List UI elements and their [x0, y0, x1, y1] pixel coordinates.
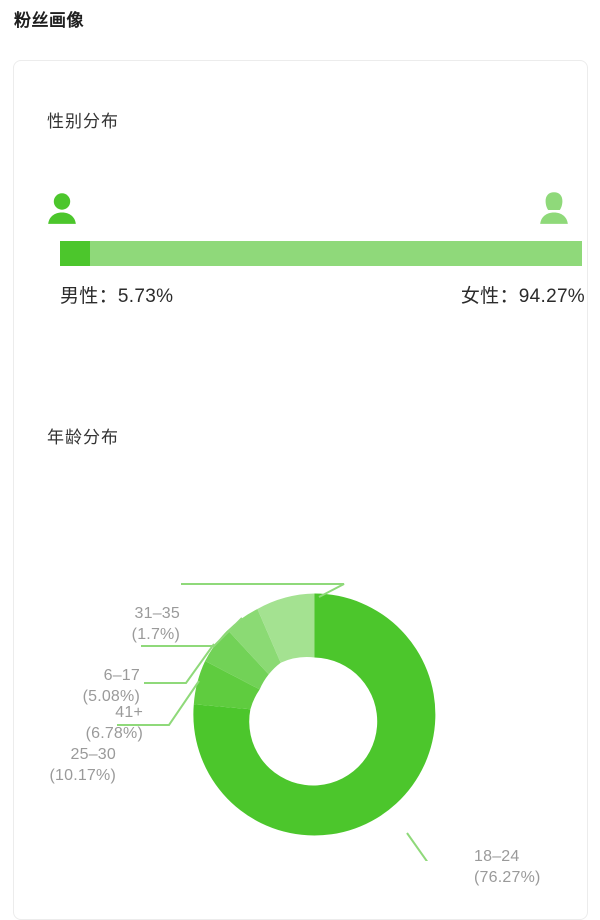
donut-slice-25-30 — [193, 661, 260, 710]
gender-icons-row — [47, 191, 569, 233]
donut-slice-6-17 — [227, 609, 281, 675]
female-percent-label: 女性：94.27% — [460, 286, 585, 307]
age-label-25-30-percent: (10.17%) — [49, 767, 116, 784]
age-distribution-heading: 年龄分布 — [47, 428, 119, 447]
age-label-31-35-range: 31–35 — [134, 605, 180, 622]
gender-ratio-bar — [60, 241, 582, 266]
age-label-41-plus: 41+ (6.78%) — [3, 702, 143, 744]
leader-line-25-30 — [117, 680, 200, 726]
leader-line-41-plus — [144, 643, 215, 684]
male-percent-label: 男性：5.73% — [60, 286, 174, 307]
age-donut-chart: 31–35 (1.7%) 6–17 (5.08%) 41+ (6.78%) 25… — [14, 61, 589, 886]
age-label-18-24: 18–24 (76.27%) — [474, 846, 600, 888]
age-label-25-30: 25–30 (10.17%) — [0, 744, 116, 786]
age-label-18-24-percent: (76.27%) — [474, 869, 541, 886]
donut-slices — [193, 593, 436, 836]
age-label-6-17-range: 6–17 — [103, 667, 140, 684]
leader-line-18-24 — [406, 832, 428, 861]
age-label-6-17: 6–17 (5.08%) — [0, 665, 140, 707]
leader-line-31-35 — [181, 583, 345, 598]
donut-slice-18-24 — [193, 593, 436, 836]
age-label-31-35: 31–35 (1.7%) — [40, 603, 180, 645]
gender-legend: 男性：5.73% 女性：94.27% — [60, 281, 585, 308]
leader-line-6-17 — [141, 617, 243, 647]
gender-bar-female-segment — [89, 241, 582, 266]
female-person-icon — [540, 192, 568, 224]
donut-leader-lines — [117, 583, 428, 861]
age-label-41-plus-percent: (6.78%) — [85, 725, 143, 742]
age-label-25-30-range: 25–30 — [70, 746, 116, 763]
male-person-icon — [48, 193, 76, 224]
donut-slice-31-35 — [257, 593, 315, 663]
page-title: 粉丝画像 — [14, 11, 84, 30]
gender-distribution-heading: 性别分布 — [47, 112, 119, 131]
fan-profile-card: 性别分布 男性：5.73% 女性：94.27% 年龄分布 — [13, 60, 588, 920]
donut-slice-41-plus — [205, 630, 269, 690]
age-label-6-17-percent: (5.08%) — [82, 688, 140, 705]
gender-bar-male-segment — [60, 241, 90, 266]
age-label-18-24-range: 18–24 — [474, 848, 520, 865]
age-label-41-plus-range: 41+ — [115, 704, 143, 721]
age-label-31-35-percent: (1.7%) — [131, 626, 180, 643]
